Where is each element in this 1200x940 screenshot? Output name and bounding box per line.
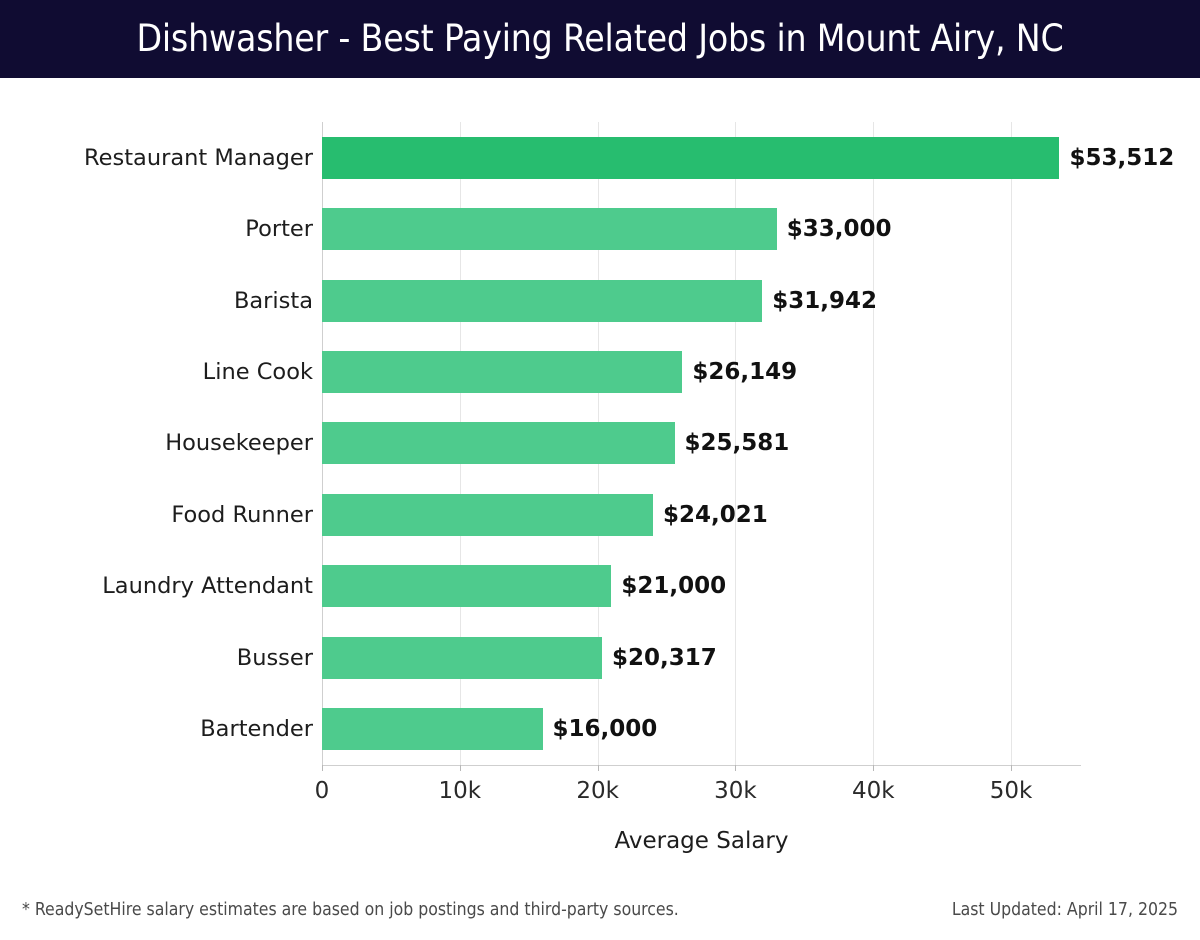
- category-label-barista: Barista: [233, 287, 313, 314]
- x-axis-tick-label: 40k: [851, 778, 895, 804]
- category-label-bartender: Bartender: [200, 716, 313, 743]
- x-axis-tick: [459, 765, 461, 771]
- bar-row: Line Cook $26,149: [0, 336, 1200, 407]
- category-label-porter: Porter: [245, 216, 313, 243]
- x-axis-tick-label: 10k: [438, 778, 482, 804]
- gridline: [735, 122, 737, 765]
- bar-row: Busser $20,317: [0, 622, 1200, 693]
- header-bar: Dishwasher - Best Paying Related Jobs in…: [0, 0, 1200, 78]
- x-axis-tick: [873, 765, 875, 771]
- value-label-line-cook: $26,149: [692, 359, 798, 386]
- value-label-food-runner: $24,021: [663, 501, 768, 528]
- bar-porter[interactable]: [322, 208, 777, 251]
- bar-restaurant-manager[interactable]: [322, 136, 1060, 179]
- x-axis-tick-label: 30k: [714, 778, 757, 804]
- category-label-housekeeper: Housekeeper: [165, 430, 313, 457]
- x-axis-tick-label: 20k: [576, 778, 619, 804]
- value-label-laundry-attendant: $21,000: [621, 573, 727, 600]
- category-label-restaurant-manager: Restaurant Manager: [84, 144, 313, 171]
- x-axis-title: Average Salary: [614, 828, 789, 854]
- category-label-line-cook: Line Cook: [202, 359, 313, 386]
- x-axis-tick-label: 50k: [989, 778, 1033, 804]
- value-label-bartender: $16,000: [552, 716, 658, 743]
- bar-row: Restaurant Manager $53,512: [0, 122, 1200, 193]
- x-axis-tick-label: 0: [314, 778, 330, 804]
- x-axis-tick: [735, 765, 737, 771]
- bar-busser[interactable]: [322, 636, 602, 679]
- bar-row: Barista $31,942: [0, 265, 1200, 336]
- gridline: [1011, 122, 1013, 765]
- footer: * ReadySetHire salary estimates are base…: [0, 892, 1200, 940]
- bar-row: Housekeeper $25,581: [0, 408, 1200, 479]
- bar-chart: Restaurant Manager $53,512 Porter $33,000 Ba…: [0, 78, 1200, 868]
- bar-row: Porter $33,000: [0, 193, 1200, 264]
- gridline: [873, 122, 875, 765]
- footer-last-updated: Last Updated: April 17, 2025: [951, 900, 1178, 920]
- page-title: Dishwasher - Best Paying Related Jobs in…: [136, 17, 1064, 60]
- category-label-busser: Busser: [236, 644, 313, 671]
- x-axis-line: [322, 765, 1081, 766]
- x-axis-tick: [1011, 765, 1013, 771]
- bar-housekeeper[interactable]: [322, 422, 675, 465]
- value-label-busser: $20,317: [612, 644, 717, 671]
- bar-row: Laundry Attendant $21,000: [0, 551, 1200, 622]
- value-label-porter: $33,000: [786, 216, 892, 243]
- value-label-barista: $31,942: [772, 287, 877, 314]
- footer-disclaimer: * ReadySetHire salary estimates are base…: [22, 900, 679, 920]
- bar-line-cook[interactable]: [322, 351, 683, 394]
- bar-food-runner[interactable]: [322, 493, 654, 536]
- category-label-food-runner: Food Runner: [171, 501, 313, 528]
- value-label-housekeeper: $25,581: [684, 430, 790, 457]
- x-axis-tick: [322, 765, 323, 771]
- x-axis-tick: [597, 765, 599, 771]
- bar-bartender[interactable]: [322, 708, 543, 751]
- bar-row: Bartender $16,000: [0, 694, 1200, 765]
- bar-row: Food Runner $24,021: [0, 479, 1200, 550]
- category-label-laundry-attendant: Laundry Attendant: [102, 573, 313, 600]
- value-label-restaurant-manager: $53,512: [1069, 144, 1175, 171]
- bar-laundry-attendant[interactable]: [322, 565, 612, 608]
- bar-barista[interactable]: [322, 279, 763, 322]
